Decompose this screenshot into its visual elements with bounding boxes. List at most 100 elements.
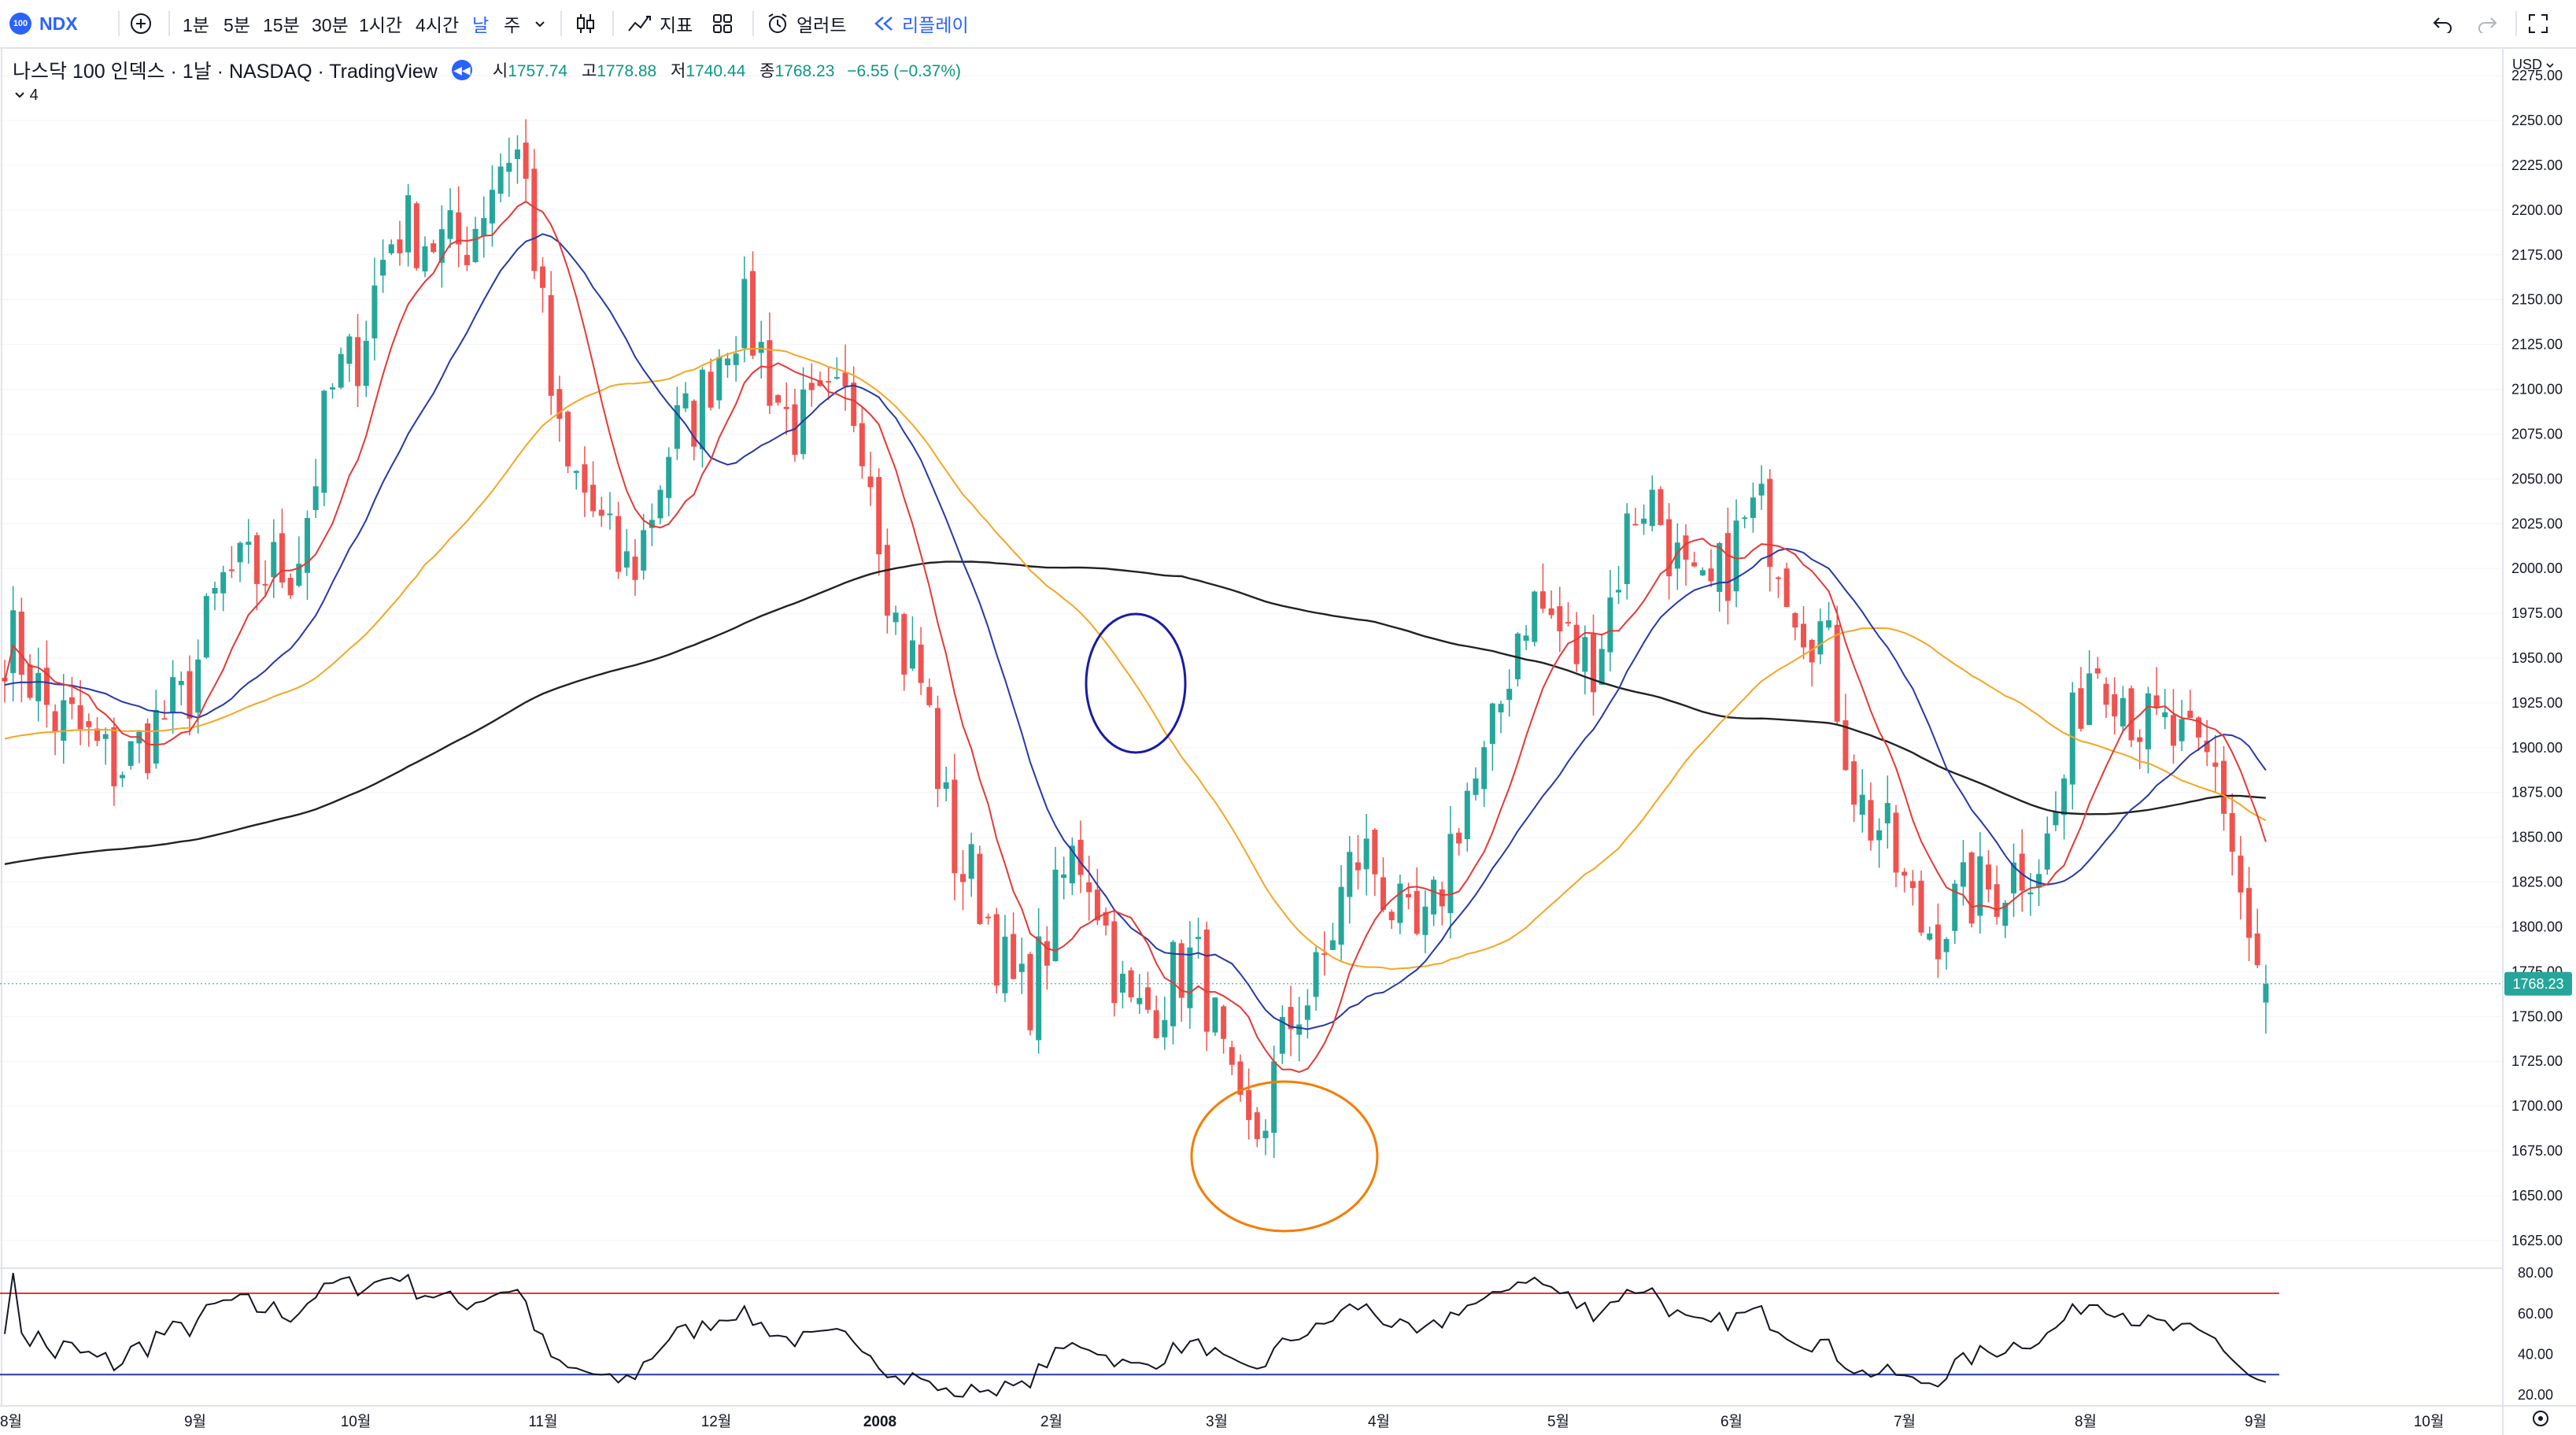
legend-indicator-count: 4 [29,87,39,104]
annotation-blue-circle[interactable] [1085,612,1187,754]
interval-1w[interactable]: 주 [504,15,521,35]
symbol-search-button[interactable]: NDX [39,13,78,34]
candle [506,137,512,197]
toolbar-divider [118,11,120,36]
time-tick-label: 10월 [341,1413,371,1430]
candle [456,186,462,268]
add-symbol-button[interactable] [129,0,153,47]
candle [1212,997,1218,1037]
interval-1m[interactable]: 1분 [183,15,209,35]
candle [2086,649,2093,726]
candle [1724,507,1731,625]
candle [279,509,285,588]
price-tick-label: 2150.00 [2511,292,2563,308]
candle [556,375,563,442]
candle [1842,693,1849,771]
candle [489,165,495,247]
ma-10-line [4,200,2267,1073]
candle [1162,997,1168,1050]
candle [1144,971,1151,1014]
indicators-label: 지표 [660,15,693,35]
candle [380,239,386,294]
candle [582,446,588,517]
candle [287,573,294,599]
candle [187,655,193,736]
fullscreen-icon [2529,14,2548,33]
undo-button[interactable] [2432,0,2454,47]
alerts-button[interactable]: 얼러트 [765,0,846,47]
ma-20-line [4,233,2267,1030]
candle [1489,702,1495,771]
currency-selector[interactable]: USD [2512,57,2554,73]
candle [1826,601,1832,631]
candle [304,510,310,601]
ma-60-line [4,347,2267,971]
candle [1355,834,1361,889]
candle [943,766,949,801]
annotation-orange-circle[interactable] [1190,1080,1379,1233]
layouts-button[interactable] [711,0,734,47]
price-tick-label: 2275.00 [2511,68,2563,83]
candle [1119,960,1125,1009]
time-tick-label: 3월 [1206,1413,1228,1430]
candle [1237,1054,1244,1102]
candle [413,201,419,271]
replay-button[interactable]: 리플레이 [874,0,969,47]
candle [565,410,571,473]
interval-1d[interactable]: 날 [472,15,490,35]
symbol-logo: 100 [9,13,31,35]
candle [397,220,403,266]
candle [1153,995,1159,1039]
legend-low: 1740.44 [686,62,746,80]
interval-4h[interactable]: 4시간 [416,15,460,35]
candle [1733,499,1739,608]
candle [2103,677,2109,719]
candle [1868,782,1874,851]
candle [405,183,412,267]
candle [1994,865,2000,925]
ma-200-line [4,560,2266,865]
candle [741,256,748,363]
oscillator-tick-label: 20.00 [2518,1387,2553,1403]
price-tick-label: 1725.00 [2511,1053,2563,1069]
indicators-button[interactable]: 지표 [626,0,693,47]
legend-collapse-button[interactable]: 4 [14,87,39,105]
candle [2162,688,2168,730]
candle [2137,729,2143,770]
candle [1036,908,1042,1054]
fullscreen-button[interactable] [2526,0,2550,47]
interval-15m[interactable]: 15분 [263,15,300,35]
candle [2254,908,2260,968]
interval-5m[interactable]: 5분 [224,15,250,35]
currency-label: USD [2512,57,2543,72]
price-tick-label: 1700.00 [2511,1098,2563,1114]
candle [1464,782,1470,852]
candle [607,492,613,531]
candle [178,671,184,706]
candle [1002,915,1008,1002]
candle [548,271,554,415]
candle [1414,867,1420,936]
oscillator-tick-label: 60.00 [2518,1306,2553,1322]
candle [1591,614,1597,716]
candle [1380,857,1387,913]
candle [296,536,302,588]
candle [1229,1041,1235,1075]
interval-1h[interactable]: 1시간 [359,15,403,35]
candle [1473,767,1479,801]
chart-type-button[interactable] [573,0,598,47]
interval-30m[interactable]: 30분 [312,15,349,35]
candle [1136,974,1143,1014]
redo-button[interactable] [2476,0,2498,47]
time-axis-labels: 8월 9월 10월 11월 12월 2008 2월 3월 4월 5월 6월 7월 8월 9월 10월 [0,1413,2444,1430]
replay-legend-icon[interactable]: ◀◀ [451,60,472,80]
settings-gear[interactable] [2533,1411,2548,1426]
candle [968,832,974,897]
price-tick-label: 2125.00 [2511,337,2563,353]
candle [2170,689,2176,764]
candle [1262,1119,1269,1156]
candle [228,546,235,579]
candle [792,388,798,462]
interval-dropdown[interactable] [532,0,548,47]
